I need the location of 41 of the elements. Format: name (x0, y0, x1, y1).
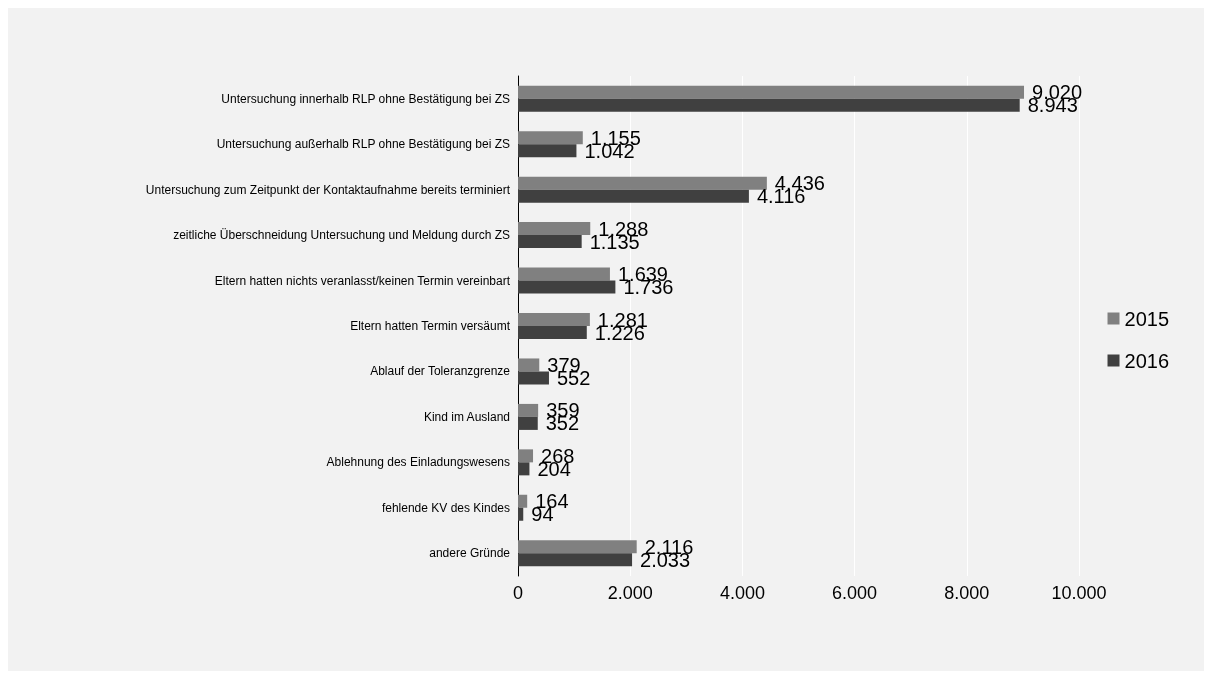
bar (518, 507, 524, 521)
bar (518, 416, 538, 430)
y-tick-label: Untersuchung innerhalb RLP ohne Bestätigung bei ZS (221, 91, 510, 106)
y-tick-label: Kind im Ausland (423, 409, 510, 424)
y-tick-label: Ablehnung des Einladungswesens (326, 455, 510, 470)
legend-label: 2015 (1124, 307, 1170, 330)
bar (518, 176, 767, 190)
bar (518, 189, 749, 203)
y-tick-label: fehlende KV des Kindes (381, 500, 510, 515)
bar (518, 235, 582, 249)
bar (518, 144, 577, 158)
bar (518, 131, 583, 145)
x-tick-label: 8.000 (944, 583, 990, 603)
bar (518, 85, 1025, 99)
bar (518, 371, 549, 385)
x-tick-label: 6.000 (832, 583, 878, 603)
y-tick-label: Ablauf der Toleranzgrenze (370, 364, 511, 379)
bar (518, 403, 539, 417)
y-tick-label: Eltern hatten nichts veranlasst/keinen Termin vereinbart (214, 273, 511, 288)
bar (518, 267, 610, 281)
bar (518, 280, 616, 294)
x-tick-label: 10.000 (1051, 583, 1107, 603)
y-tick-label: Untersuchung außerhalb RLP ohne Bestätigung bei ZS (216, 137, 510, 152)
bar (518, 222, 591, 236)
bar (518, 462, 530, 476)
y-tick-label: andere Gründe (429, 546, 511, 561)
legend-label: 2016 (1124, 349, 1170, 372)
bar (518, 98, 1020, 112)
bar (518, 358, 540, 372)
bar (518, 449, 534, 463)
x-tick-label: 2.000 (607, 583, 653, 603)
y-tick-label: Eltern hatten Termin versäumt (350, 319, 511, 333)
x-tick-label: 0 (512, 583, 524, 603)
x-tick-label: 4.000 (719, 583, 765, 603)
y-tick-label: zeitliche Überschneidung Untersuchung und Meldung durch ZS (173, 228, 510, 243)
bar (518, 326, 587, 339)
bar (518, 540, 637, 554)
y-tick-label: Untersuchung zum Zeitpunkt der Kontaktaufnahme bereits terminiert (145, 182, 511, 197)
bar (518, 313, 590, 326)
bar (518, 553, 633, 567)
bar (518, 494, 528, 508)
